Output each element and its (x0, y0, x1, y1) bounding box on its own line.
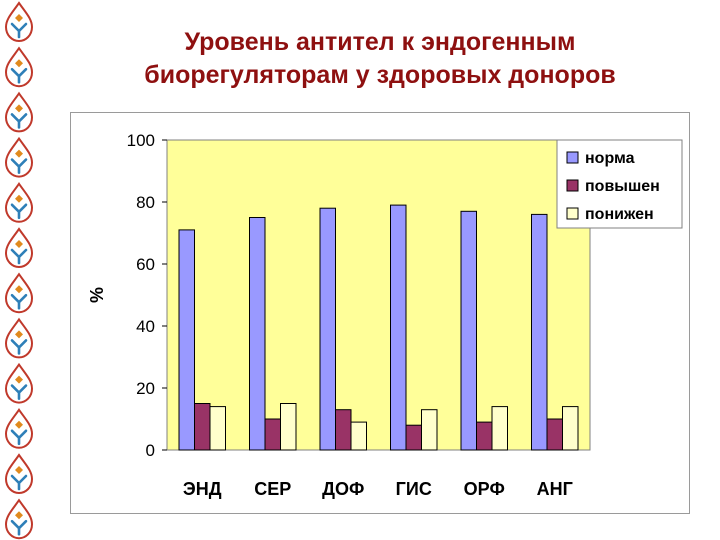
legend-swatch (566, 179, 579, 192)
title-line-1: Уровень антител к эндогенным (184, 28, 576, 56)
x-category-label: ОРФ (464, 479, 505, 499)
bar-понижен-АНГ (562, 406, 579, 451)
drop-person-logo-icon (4, 408, 34, 449)
y-tick-label: 20 (136, 379, 155, 398)
bar-норма-АНГ (531, 213, 548, 451)
drop-person-logo-icon (4, 136, 34, 178)
plot-area (166, 139, 591, 451)
drop-person-logo-icon (4, 1, 34, 43)
y-tick-label: 100 (127, 131, 155, 150)
bar-норма-ДОФ (319, 207, 336, 451)
drop-person-logo-icon (4, 227, 34, 269)
y-axis-label: % (87, 287, 107, 303)
bar-норма-ЭНД (178, 229, 195, 451)
bar-повышен-ОРФ (476, 421, 493, 451)
bar-понижен-ОРФ (491, 406, 508, 451)
x-category-label: ГИС (396, 479, 432, 499)
drop-person-logo-icon (4, 453, 34, 495)
bar-повышен-АНГ (546, 418, 563, 451)
x-category-label: ЭНД (183, 479, 222, 499)
bar-повышен-ГИС (405, 424, 422, 451)
legend-swatch (566, 151, 579, 164)
drop-person-logo-icon (4, 362, 34, 404)
y-tick-label: 40 (136, 317, 155, 336)
bar-норма-ОРФ (460, 210, 477, 451)
drop-person-logo-icon (4, 272, 34, 314)
x-category-label: АНГ (537, 479, 573, 499)
y-tick-label: 0 (146, 441, 155, 460)
bar-chart: 0 20 40 60 80 100% ЭНД СЕР ДОФ ГИС ОРФ АНГ норма повы… (87, 131, 683, 499)
drop-person-logo-icon (4, 46, 34, 88)
legend-label: повышен (585, 178, 660, 195)
bar-понижен-ГИС (421, 409, 438, 451)
slide-title: Уровень антител к эндогенным биорегулято… (40, 26, 720, 92)
x-category-label: СЕР (254, 479, 291, 499)
bar-понижен-ДОФ (350, 421, 367, 451)
legend: норма повышен понижен (556, 139, 683, 229)
title-line-2: биорегуляторам у здоровых доноров (144, 61, 616, 89)
drop-person-logo-icon (4, 317, 34, 359)
bar-понижен-ЭНД (209, 406, 226, 451)
bar-повышен-ЭНД (194, 403, 211, 451)
legend-label: понижен (585, 206, 654, 223)
legend-label: норма (585, 150, 635, 167)
bar-повышен-ДОФ (335, 409, 352, 451)
bar-норма-ГИС (390, 204, 407, 451)
logo-strip (4, 1, 34, 540)
bar-понижен-СЕР (280, 403, 297, 451)
bar-норма-СЕР (249, 217, 266, 451)
x-category-label: ДОФ (322, 479, 364, 499)
bar-повышен-СЕР (264, 418, 281, 451)
legend-swatch (566, 207, 579, 220)
drop-person-logo-icon (4, 498, 34, 540)
y-tick-label: 60 (136, 255, 155, 274)
drop-person-logo-icon (4, 91, 34, 133)
y-tick-label: 80 (136, 193, 155, 212)
drop-person-logo-icon (4, 182, 34, 223)
